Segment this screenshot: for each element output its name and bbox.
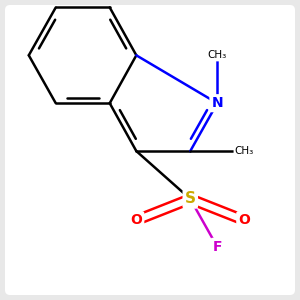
Text: CH₃: CH₃ [235,146,254,156]
Text: S: S [185,191,196,206]
Text: F: F [212,240,222,254]
Text: N: N [212,96,223,110]
FancyBboxPatch shape [5,5,295,295]
Text: CH₃: CH₃ [208,50,227,60]
Text: O: O [130,213,142,227]
Text: O: O [238,213,250,227]
